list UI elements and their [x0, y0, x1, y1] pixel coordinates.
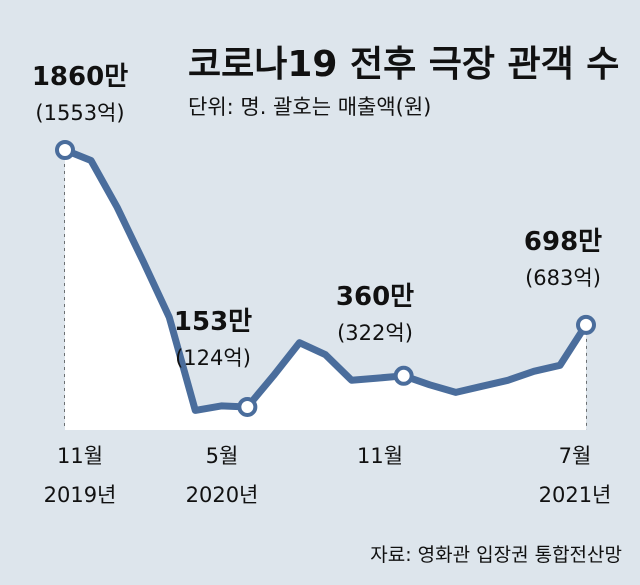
- chart-title: 코로나19 전후 극장 관객 수: [188, 44, 619, 85]
- annotation-revenue-0: (1553억): [35, 101, 124, 125]
- x-tick-year-0: 2019년: [44, 483, 117, 507]
- annotation-value-0: 1860만: [32, 62, 128, 92]
- annotation-value-2: 360만: [336, 282, 414, 312]
- x-tick-month-2: 11월: [357, 444, 403, 468]
- x-tick-month-3: 7월: [559, 444, 592, 468]
- x-tick-year-1: 2020년: [186, 483, 259, 507]
- annotation-revenue-2: (322억): [337, 321, 413, 345]
- data-point-marker: [55, 140, 75, 160]
- data-point-marker: [393, 365, 414, 386]
- area-fill: [65, 150, 586, 430]
- x-tick-year-3: 2021년: [539, 483, 612, 507]
- marker-layer: [55, 140, 596, 417]
- annotation-value-3: 698만: [524, 227, 602, 257]
- data-point-marker: [576, 314, 596, 335]
- annotation-value-1: 153만: [174, 307, 252, 337]
- chart-subtitle: 단위: 명. 괄호는 매출액(원): [188, 95, 431, 119]
- series-line: [61, 146, 590, 414]
- data-point-marker: [237, 396, 258, 417]
- source-note: 자료: 영화관 입장권 통합전산망: [370, 544, 622, 566]
- x-tick-month-1: 5월: [206, 444, 239, 468]
- annotation-revenue-3: (683억): [525, 266, 601, 290]
- annotation-revenue-1: (124억): [175, 346, 251, 370]
- x-tick-month-0: 11월: [57, 444, 103, 468]
